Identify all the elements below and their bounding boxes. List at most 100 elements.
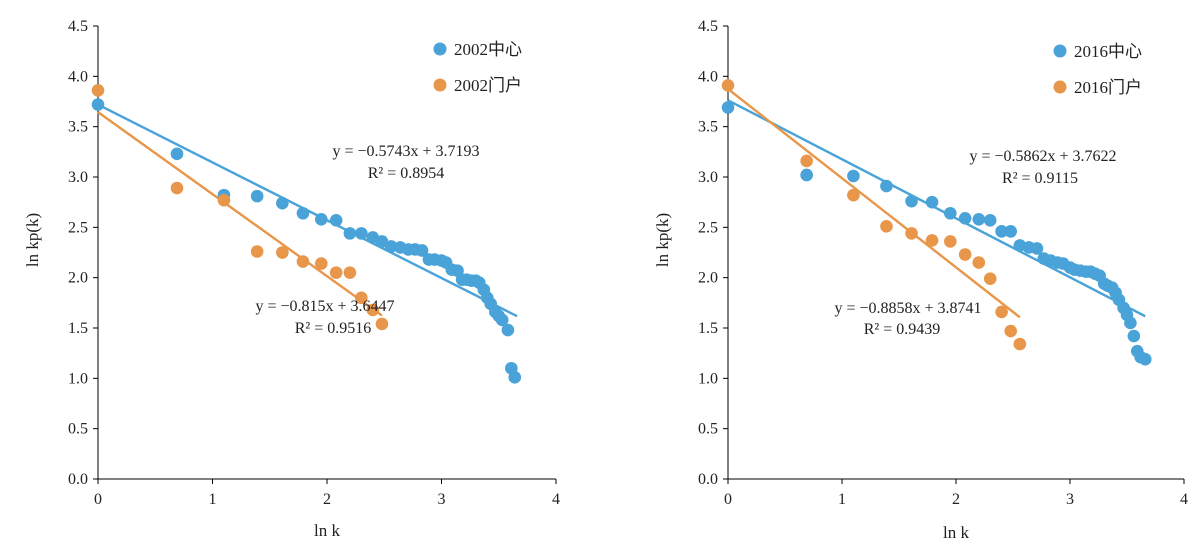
x-tick-label: 2: [952, 491, 960, 508]
data-point-series-1: [501, 323, 515, 337]
y-tick-label: 3.5: [698, 119, 718, 136]
trendline-series-2: [97, 111, 383, 317]
data-point-series-2: [983, 272, 997, 285]
y-tick-label: 2.5: [698, 219, 718, 236]
data-point-series-1: [170, 147, 184, 161]
legend: 2016中心 2016门户: [1053, 42, 1142, 97]
x-axis-title: ln k: [943, 523, 969, 542]
data-point-series-2: [217, 193, 231, 207]
r-squared-label: R² = 0.9439: [864, 321, 941, 338]
equation-label: y = −0.8858x + 3.8741: [834, 300, 981, 317]
legend-label-series-1: 2002中心: [454, 40, 522, 59]
r-squared-label: R² = 0.9516: [295, 320, 372, 337]
data-point-series-2: [1013, 337, 1027, 351]
y-tick-label: 0.0: [698, 471, 718, 488]
y-tick-label: 2.0: [68, 270, 88, 287]
x-tick-label: 3: [1066, 491, 1074, 508]
chart-panel-2002: 0.0 0.5 1.0 1.5 2.0 2.5 3.0 3.5 4.0 4.5 0 1 2 3 4 ln …: [23, 18, 560, 540]
legend: 2002中心 2002门户: [433, 40, 522, 95]
y-tick-label: 4.0: [698, 68, 718, 85]
annotation-series-1: y = −0.5862x + 3.7622 R² = 0.9115: [969, 148, 1116, 187]
data-point-series-1: [958, 211, 972, 225]
data-points: [721, 79, 1152, 366]
data-point-series-2: [276, 246, 289, 259]
data-point-series-2: [366, 303, 380, 317]
equation-label: y = −0.5862x + 3.7622: [969, 148, 1116, 165]
y-tick-label: 1.0: [68, 370, 88, 387]
data-point-series-2: [800, 154, 813, 168]
legend-label-series-2: 2002门户: [454, 76, 522, 95]
data-point-series-1: [495, 313, 509, 327]
data-point-series-2: [905, 227, 918, 240]
x-tick-label: 4: [1180, 491, 1188, 508]
trendline-series-2: [727, 88, 1021, 319]
x-tick-label: 1: [838, 491, 846, 508]
data-point-series-1: [995, 225, 1008, 238]
x-axis: 0 1 2 3 4: [94, 478, 560, 508]
y-tick-label: 4.0: [68, 68, 88, 85]
r-squared-label: R² = 0.8954: [368, 165, 445, 182]
legend-marker-series-1: [433, 42, 447, 56]
y-tick-label: 2.5: [68, 219, 88, 236]
data-point-series-1: [508, 371, 522, 384]
data-point-series-2: [355, 291, 368, 305]
data-point-series-2: [925, 234, 939, 247]
data-point-series-1: [384, 240, 398, 253]
data-point-series-1: [983, 213, 997, 227]
annotation-series-1: y = −0.5743x + 3.7193 R² = 0.8954: [332, 143, 479, 182]
data-point-series-1: [415, 244, 429, 257]
data-point-series-1: [944, 206, 957, 220]
data-point-series-1: [925, 195, 939, 209]
chart-panel-2016: 0.0 0.5 1.0 1.5 2.0 2.5 3.0 3.5 4.0 4.5 0 1 2 3 4 ln …: [653, 18, 1188, 542]
data-point-series-1: [1004, 225, 1018, 238]
data-point-series-2: [880, 220, 893, 233]
equation-label: y = −0.5743x + 3.7193: [332, 143, 479, 160]
y-tick-label: 3.5: [68, 119, 88, 136]
data-point-series-2: [329, 266, 343, 279]
x-tick-label: 0: [94, 491, 102, 508]
y-axis-title: ln kp(k): [653, 213, 672, 267]
data-point-series-2: [343, 266, 357, 279]
x-axis: 0 1 2 3 4: [724, 478, 1188, 508]
y-tick-label: 0.5: [68, 421, 88, 438]
x-tick-label: 4: [552, 491, 560, 508]
y-tick-label: 3.0: [68, 169, 88, 186]
legend-label-series-2: 2016门户: [1074, 78, 1142, 97]
data-point-series-1: [343, 227, 357, 240]
y-axis: 0.0 0.5 1.0 1.5 2.0 2.5 3.0 3.5 4.0 4.5: [68, 18, 99, 488]
data-point-series-2: [91, 84, 105, 97]
data-point-series-2: [972, 256, 986, 269]
data-point-series-1: [880, 179, 893, 193]
data-point-series-2: [296, 255, 310, 268]
data-point-series-1: [296, 206, 310, 220]
y-tick-label: 1.5: [698, 320, 718, 337]
y-axis-title: ln kp(k): [23, 213, 42, 267]
x-tick-label: 3: [438, 491, 446, 508]
annotation-series-2: y = −0.815x + 3.6447 R² = 0.9516: [255, 298, 394, 337]
data-point-series-2: [250, 245, 264, 258]
data-point-series-2: [170, 181, 184, 195]
data-point-series-2: [847, 188, 860, 202]
y-tick-label: 4.5: [68, 18, 88, 35]
y-tick-label: 3.0: [698, 169, 718, 186]
data-point-series-1: [1030, 242, 1044, 255]
data-point-series-1: [800, 168, 813, 182]
data-points: [91, 84, 522, 384]
data-point-series-1: [905, 194, 918, 208]
legend-label-series-1: 2016中心: [1074, 42, 1142, 61]
annotation-series-2: y = −0.8858x + 3.8741 R² = 0.9439: [834, 300, 981, 338]
y-tick-label: 1.0: [698, 370, 718, 387]
data-point-series-1: [1127, 329, 1141, 343]
r-squared-label: R² = 0.9115: [1002, 170, 1078, 187]
trendline-series-1: [727, 99, 1146, 318]
data-point-series-1: [314, 212, 328, 226]
data-point-series-2: [995, 305, 1008, 319]
data-point-series-1: [355, 227, 368, 240]
legend-marker-series-2: [1053, 80, 1067, 94]
data-point-series-2: [721, 79, 735, 92]
data-point-series-2: [314, 257, 328, 270]
legend-marker-series-2: [433, 78, 447, 92]
data-point-series-1: [972, 212, 986, 226]
y-axis: 0.0 0.5 1.0 1.5 2.0 2.5 3.0 3.5 4.0 4.5: [698, 18, 729, 488]
